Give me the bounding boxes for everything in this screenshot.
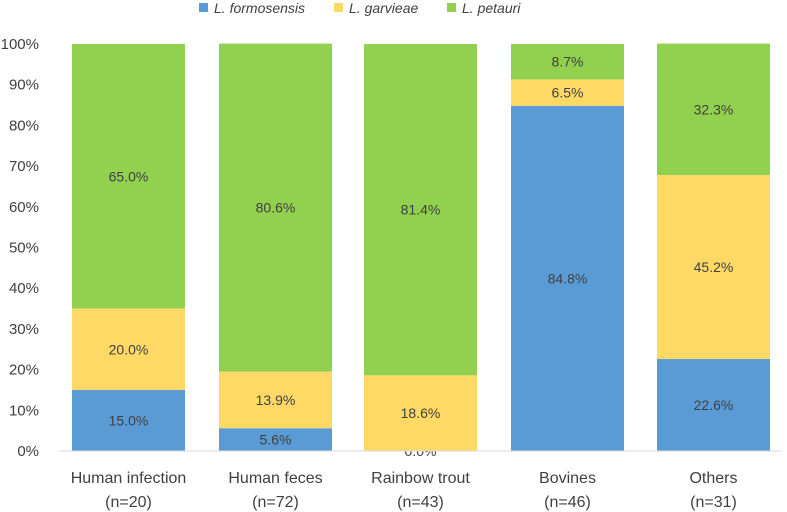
bar-segment: [511, 105, 624, 451]
data-label: 45.2%: [694, 259, 734, 275]
data-label: 13.9%: [256, 392, 296, 408]
x-tick-label: (n=20): [105, 494, 152, 511]
y-tick-label: 70%: [9, 158, 39, 175]
data-label: 22.6%: [694, 397, 734, 413]
bar-segment: [657, 43, 770, 176]
bar-segment: [72, 44, 185, 309]
legend-label: L. formosensis: [214, 0, 305, 16]
data-label: 80.6%: [256, 200, 296, 216]
bar-segment: [511, 79, 624, 106]
data-label: 15.0%: [109, 412, 149, 428]
legend-swatch: [199, 3, 208, 12]
bars: 15.0%20.0%65.0%5.6%13.9%80.6%0.0%18.6%81…: [72, 43, 770, 459]
legend-label: L. garvieae: [349, 0, 418, 16]
legend-swatch: [334, 3, 343, 12]
x-tick-label: Human infection: [71, 470, 187, 487]
bar-segment: [657, 175, 770, 360]
bar-segment: [657, 359, 770, 451]
y-tick-label: 30%: [9, 321, 39, 338]
x-tick-label: (n=72): [252, 494, 299, 511]
bar-segment: [364, 44, 477, 376]
legend: L. formosensis L. garvieae L. petauri: [199, 0, 521, 16]
data-label: 81.4%: [401, 202, 441, 218]
y-tick-label: 50%: [9, 240, 39, 257]
y-tick-label: 80%: [9, 117, 39, 134]
y-tick-label: 90%: [9, 77, 39, 94]
bar-segment: [364, 375, 477, 451]
y-tick-label: 40%: [9, 280, 39, 297]
data-label: 65.0%: [109, 168, 149, 184]
legend-swatch: [447, 3, 456, 12]
bar-segment: [219, 428, 332, 451]
y-tick-label: 20%: [9, 362, 39, 379]
x-tick-label: (n=43): [397, 494, 444, 511]
bar-segment: [72, 308, 185, 390]
data-label: 6.5%: [552, 85, 584, 101]
legend-label: L. petauri: [462, 0, 521, 16]
y-tick-label: 60%: [9, 199, 39, 216]
x-tick-label: Others: [689, 470, 737, 487]
x-tick-label: (n=46): [544, 494, 591, 511]
data-label: 32.3%: [694, 101, 734, 117]
y-tick-label: 10%: [9, 402, 39, 419]
bar-segment: [511, 44, 624, 80]
x-axis: Human infection (n=20) Human feces (n=72) Ra…: [60, 450, 782, 511]
data-label: 84.8%: [548, 270, 588, 286]
x-tick-label: Rainbow trout: [371, 470, 470, 487]
data-label: 8.7%: [552, 54, 584, 70]
x-tick-label: (n=31): [690, 494, 737, 511]
y-tick-label: 0%: [17, 443, 39, 460]
data-label: 5.6%: [260, 432, 292, 448]
bar-segment: [72, 389, 185, 451]
data-label: 18.6%: [401, 405, 441, 421]
x-tick-label: Human feces: [228, 470, 322, 487]
bar-segment: [219, 43, 332, 372]
y-tick-label: 100%: [1, 36, 39, 53]
x-tick-label: Bovines: [539, 470, 596, 487]
data-label: 20.0%: [109, 341, 149, 357]
y-axis: 0% 10% 20% 30% 40% 50% 60% 70% 80% 90% 100%: [1, 36, 39, 460]
bar-segment: [219, 371, 332, 429]
